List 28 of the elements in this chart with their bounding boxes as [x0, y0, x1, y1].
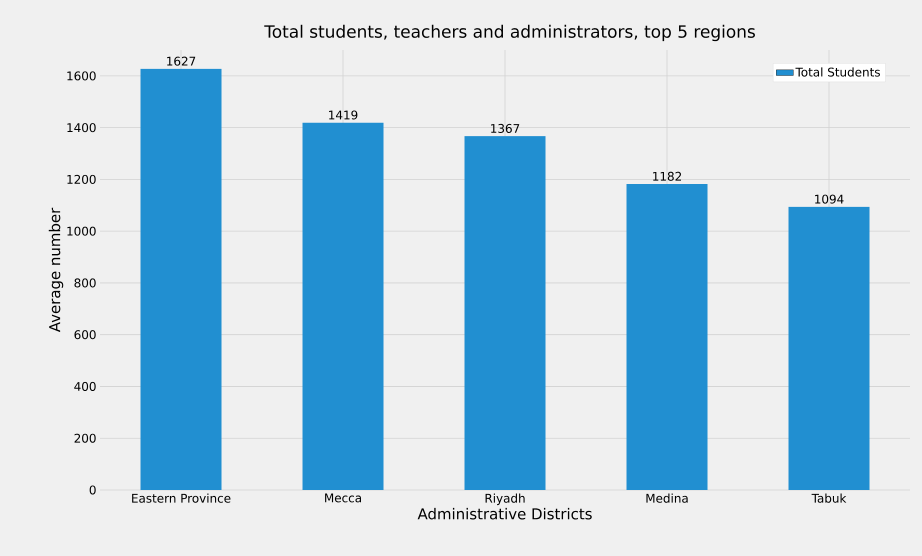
data-label: 1419: [329, 110, 358, 120]
y-tick-label: 400: [74, 382, 96, 391]
x-axis-title: Administrative Districts: [418, 508, 592, 520]
y-tick-label: 800: [74, 278, 96, 288]
legend-label: Total Students: [795, 67, 880, 77]
data-label: 1627: [167, 56, 196, 66]
bar: [302, 122, 384, 490]
x-tick-label: Eastern Province: [132, 494, 230, 503]
data-label: 1094: [815, 194, 844, 204]
x-tick-label: Mecca: [325, 494, 361, 502]
bar: [788, 206, 870, 490]
y-tick-label: 0: [90, 485, 96, 495]
x-tick-label: Tabuk: [812, 494, 846, 503]
chart-title: Total students, teachers and administrators, top 5 regions: [264, 24, 755, 42]
y-axis-title: Average number: [48, 208, 64, 332]
x-tick-label: Medina: [646, 494, 688, 503]
data-label: 1182: [653, 172, 682, 181]
y-tick-label: 1600: [67, 71, 96, 80]
y-tick-label: 200: [74, 434, 96, 443]
data-label: 1367: [491, 124, 520, 133]
y-tick-label: 1200: [67, 174, 96, 184]
y-tick-label: 600: [74, 330, 96, 340]
y-tick-label: 1400: [67, 123, 96, 132]
x-tick-label: Riyadh: [486, 494, 525, 506]
bar: [464, 136, 546, 490]
bar: [140, 68, 222, 490]
y-tick-label: 1000: [67, 226, 96, 236]
bar: [626, 184, 708, 490]
